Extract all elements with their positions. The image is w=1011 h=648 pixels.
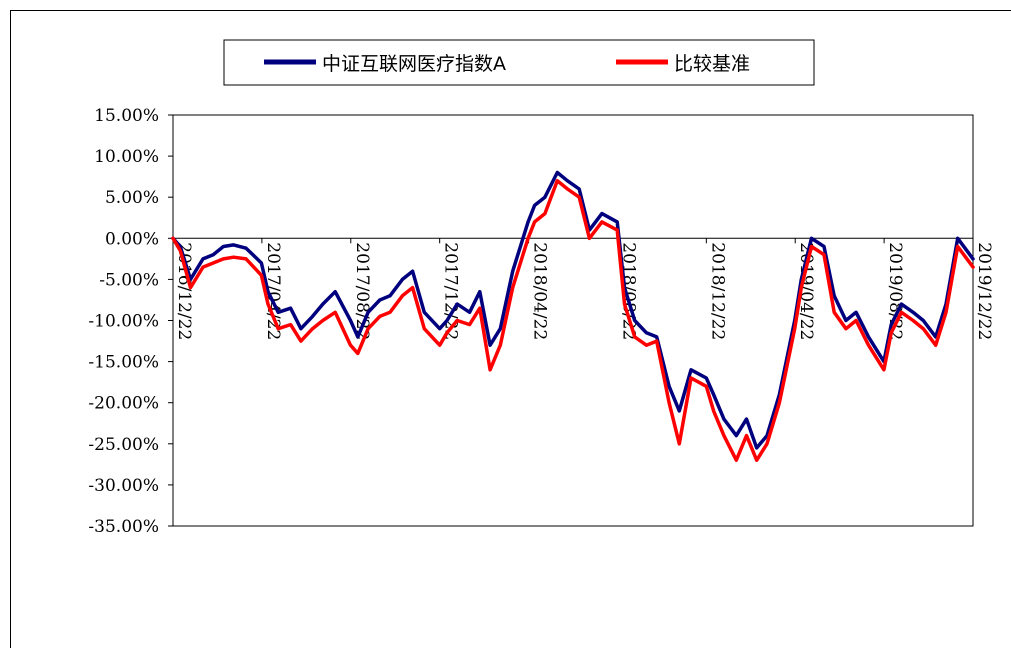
y-tick-label: -35.00% — [88, 517, 159, 537]
x-tick-label: 2018/12/22 — [707, 242, 727, 340]
y-tick-label: -5.00% — [99, 270, 159, 290]
x-tick-label: 2016/12/22 — [174, 242, 194, 340]
x-tick-label: 2017/04/22 — [263, 242, 283, 340]
legend-box — [223, 39, 815, 86]
y-tick-label: -30.00% — [88, 476, 159, 496]
y-tick-label: -25.00% — [88, 435, 159, 455]
chart-frame — [10, 10, 1011, 648]
legend-label-series-2: 比较基准 — [674, 53, 750, 75]
y-tick-label: 5.00% — [105, 188, 159, 208]
x-tick-label: 2018/04/22 — [530, 242, 550, 340]
x-axis: 2016/12/22 2017/04/22 2017/08/22 2017/12/22… — [172, 238, 994, 340]
y-tick-label: 15.00% — [94, 106, 159, 126]
series-layer — [171, 170, 975, 462]
x-tick-label: 2019/12/22 — [974, 242, 994, 340]
y-tick-label: 10.00% — [94, 147, 159, 167]
legend: 中证互联网医疗指数A 比较基准 — [223, 39, 815, 86]
y-tick-label: 0.00% — [105, 229, 159, 249]
legend-label-series-1: 中证互联网医疗指数A — [322, 53, 506, 75]
series-line-2 — [171, 179, 975, 462]
x-tick-label: 2019/04/22 — [796, 242, 816, 340]
y-tick-label: -10.00% — [88, 312, 159, 332]
x-tick-label: 2017/12/22 — [441, 242, 461, 340]
y-tick-label: -20.00% — [88, 394, 159, 414]
y-axis: 15.00% 10.00% 5.00% 0.00% -5.00% -10.00% -15.0… — [88, 106, 973, 537]
series-line-1 — [171, 170, 975, 450]
y-tick-label: -15.00% — [88, 353, 159, 373]
plot-area — [172, 114, 974, 527]
